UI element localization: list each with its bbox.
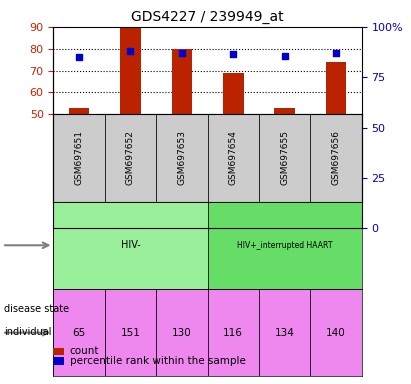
- Text: 151: 151: [120, 328, 141, 338]
- FancyBboxPatch shape: [310, 289, 362, 376]
- Text: GSM697654: GSM697654: [229, 131, 238, 185]
- Text: 116: 116: [223, 328, 243, 338]
- Point: [333, 84, 339, 90]
- Text: GSM697656: GSM697656: [332, 131, 340, 185]
- FancyBboxPatch shape: [53, 202, 208, 289]
- FancyBboxPatch shape: [310, 114, 362, 202]
- Text: individual: individual: [4, 327, 52, 337]
- FancyBboxPatch shape: [105, 289, 156, 376]
- Bar: [172, 77, 192, 228]
- FancyBboxPatch shape: [259, 114, 310, 202]
- Point: [281, 90, 288, 96]
- FancyBboxPatch shape: [208, 202, 362, 289]
- Text: 130: 130: [172, 328, 192, 338]
- Point: [230, 86, 237, 93]
- Text: GSM697655: GSM697655: [280, 131, 289, 185]
- Point: [76, 94, 82, 101]
- Text: 140: 140: [326, 328, 346, 338]
- Text: percentile rank within the sample: percentile rank within the sample: [70, 356, 246, 366]
- Text: GSM697652: GSM697652: [126, 131, 135, 185]
- FancyBboxPatch shape: [208, 289, 259, 376]
- Bar: [326, 108, 346, 228]
- Point: [127, 80, 134, 86]
- FancyBboxPatch shape: [156, 289, 208, 376]
- FancyBboxPatch shape: [53, 114, 105, 202]
- Point: [178, 84, 185, 90]
- Text: count: count: [70, 346, 99, 356]
- Title: GDS4227 / 239949_at: GDS4227 / 239949_at: [131, 10, 284, 25]
- Bar: [275, 214, 295, 228]
- FancyBboxPatch shape: [53, 289, 105, 376]
- Text: HIV-: HIV-: [120, 240, 141, 250]
- Bar: [120, 27, 141, 228]
- Text: 65: 65: [72, 328, 86, 338]
- FancyBboxPatch shape: [208, 114, 259, 202]
- FancyBboxPatch shape: [156, 114, 208, 202]
- Text: GSM697653: GSM697653: [178, 131, 186, 185]
- FancyBboxPatch shape: [259, 289, 310, 376]
- Text: GSM697651: GSM697651: [75, 131, 83, 185]
- Text: 134: 134: [275, 328, 295, 338]
- Text: disease state: disease state: [4, 304, 69, 314]
- Bar: [69, 214, 90, 228]
- Text: HIV+_interrupted HAART: HIV+_interrupted HAART: [237, 241, 332, 250]
- FancyBboxPatch shape: [105, 114, 156, 202]
- Bar: [223, 133, 243, 228]
